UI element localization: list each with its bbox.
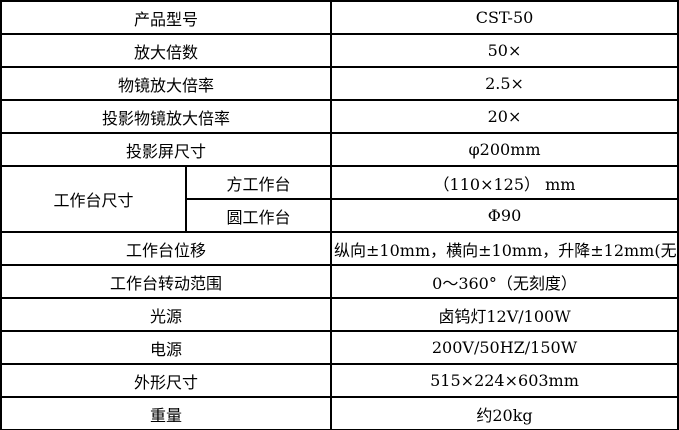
spec-label: 电源 [0,330,333,365]
spec-row: 重量 约20kg [0,396,679,430]
spec-label: 放大倍数 [0,33,333,68]
spec-label: 产品型号 [0,0,333,35]
spec-label: 工作台转动范围 [0,264,333,299]
spec-value: 20× [330,99,679,134]
spec-row: 物镜放大倍率 2.5× [0,66,679,101]
spec-row: 圆工作台 Φ90 [1,198,679,233]
spec-row: 投影物镜放大倍率 20× [0,99,679,134]
spec-value: 卤钨灯12V/100W [330,297,679,332]
spec-row: 放大倍数 50× [0,33,679,68]
spec-label: 投影物镜放大倍率 [0,99,333,134]
spec-value: 约20kg [330,396,679,430]
spec-value: Φ90 [330,198,679,233]
spec-value: φ200mm [330,132,679,167]
spec-label: 光源 [0,297,333,332]
spec-value: 0～360°（无刻度） [330,264,679,299]
spec-row: 光源 卤钨灯12V/100W [0,297,679,332]
spec-value: CST-50 [330,0,679,35]
spec-row: 外形尺寸 515×224×603mm [0,363,679,398]
spec-row: 产品型号 CST-50 [0,0,679,35]
spec-row: 工作台位移 纵向±10mm，横向±10mm，升降±12mm(无刻度) [0,231,679,266]
spec-row: 投影屏尺寸 φ200mm [0,132,679,167]
spec-row: 工作台转动范围 0～360°（无刻度） [0,264,679,299]
spec-value: （110×125） mm [330,165,679,200]
spec-row: 电源 200V/50HZ/150W [0,330,679,365]
spec-label: 投影屏尺寸 [0,132,333,167]
spec-group-label: 工作台尺寸 [0,165,187,233]
spec-label: 外形尺寸 [0,363,333,398]
spec-value: 515×224×603mm [330,363,679,398]
spec-value: 50× [330,33,679,68]
spec-label: 重量 [0,396,333,430]
spec-row: 工作台尺寸 方工作台 （110×125） mm [0,165,679,233]
spec-value: 纵向±10mm，横向±10mm，升降±12mm(无刻度) [330,231,679,266]
spec-sublabel: 圆工作台 [184,198,333,233]
spec-value: 200V/50HZ/150W [330,330,679,365]
spec-label: 物镜放大倍率 [0,66,333,101]
spec-label: 工作台位移 [0,231,333,266]
spec-value: 2.5× [330,66,679,101]
spec-sublabel: 方工作台 [184,165,333,200]
